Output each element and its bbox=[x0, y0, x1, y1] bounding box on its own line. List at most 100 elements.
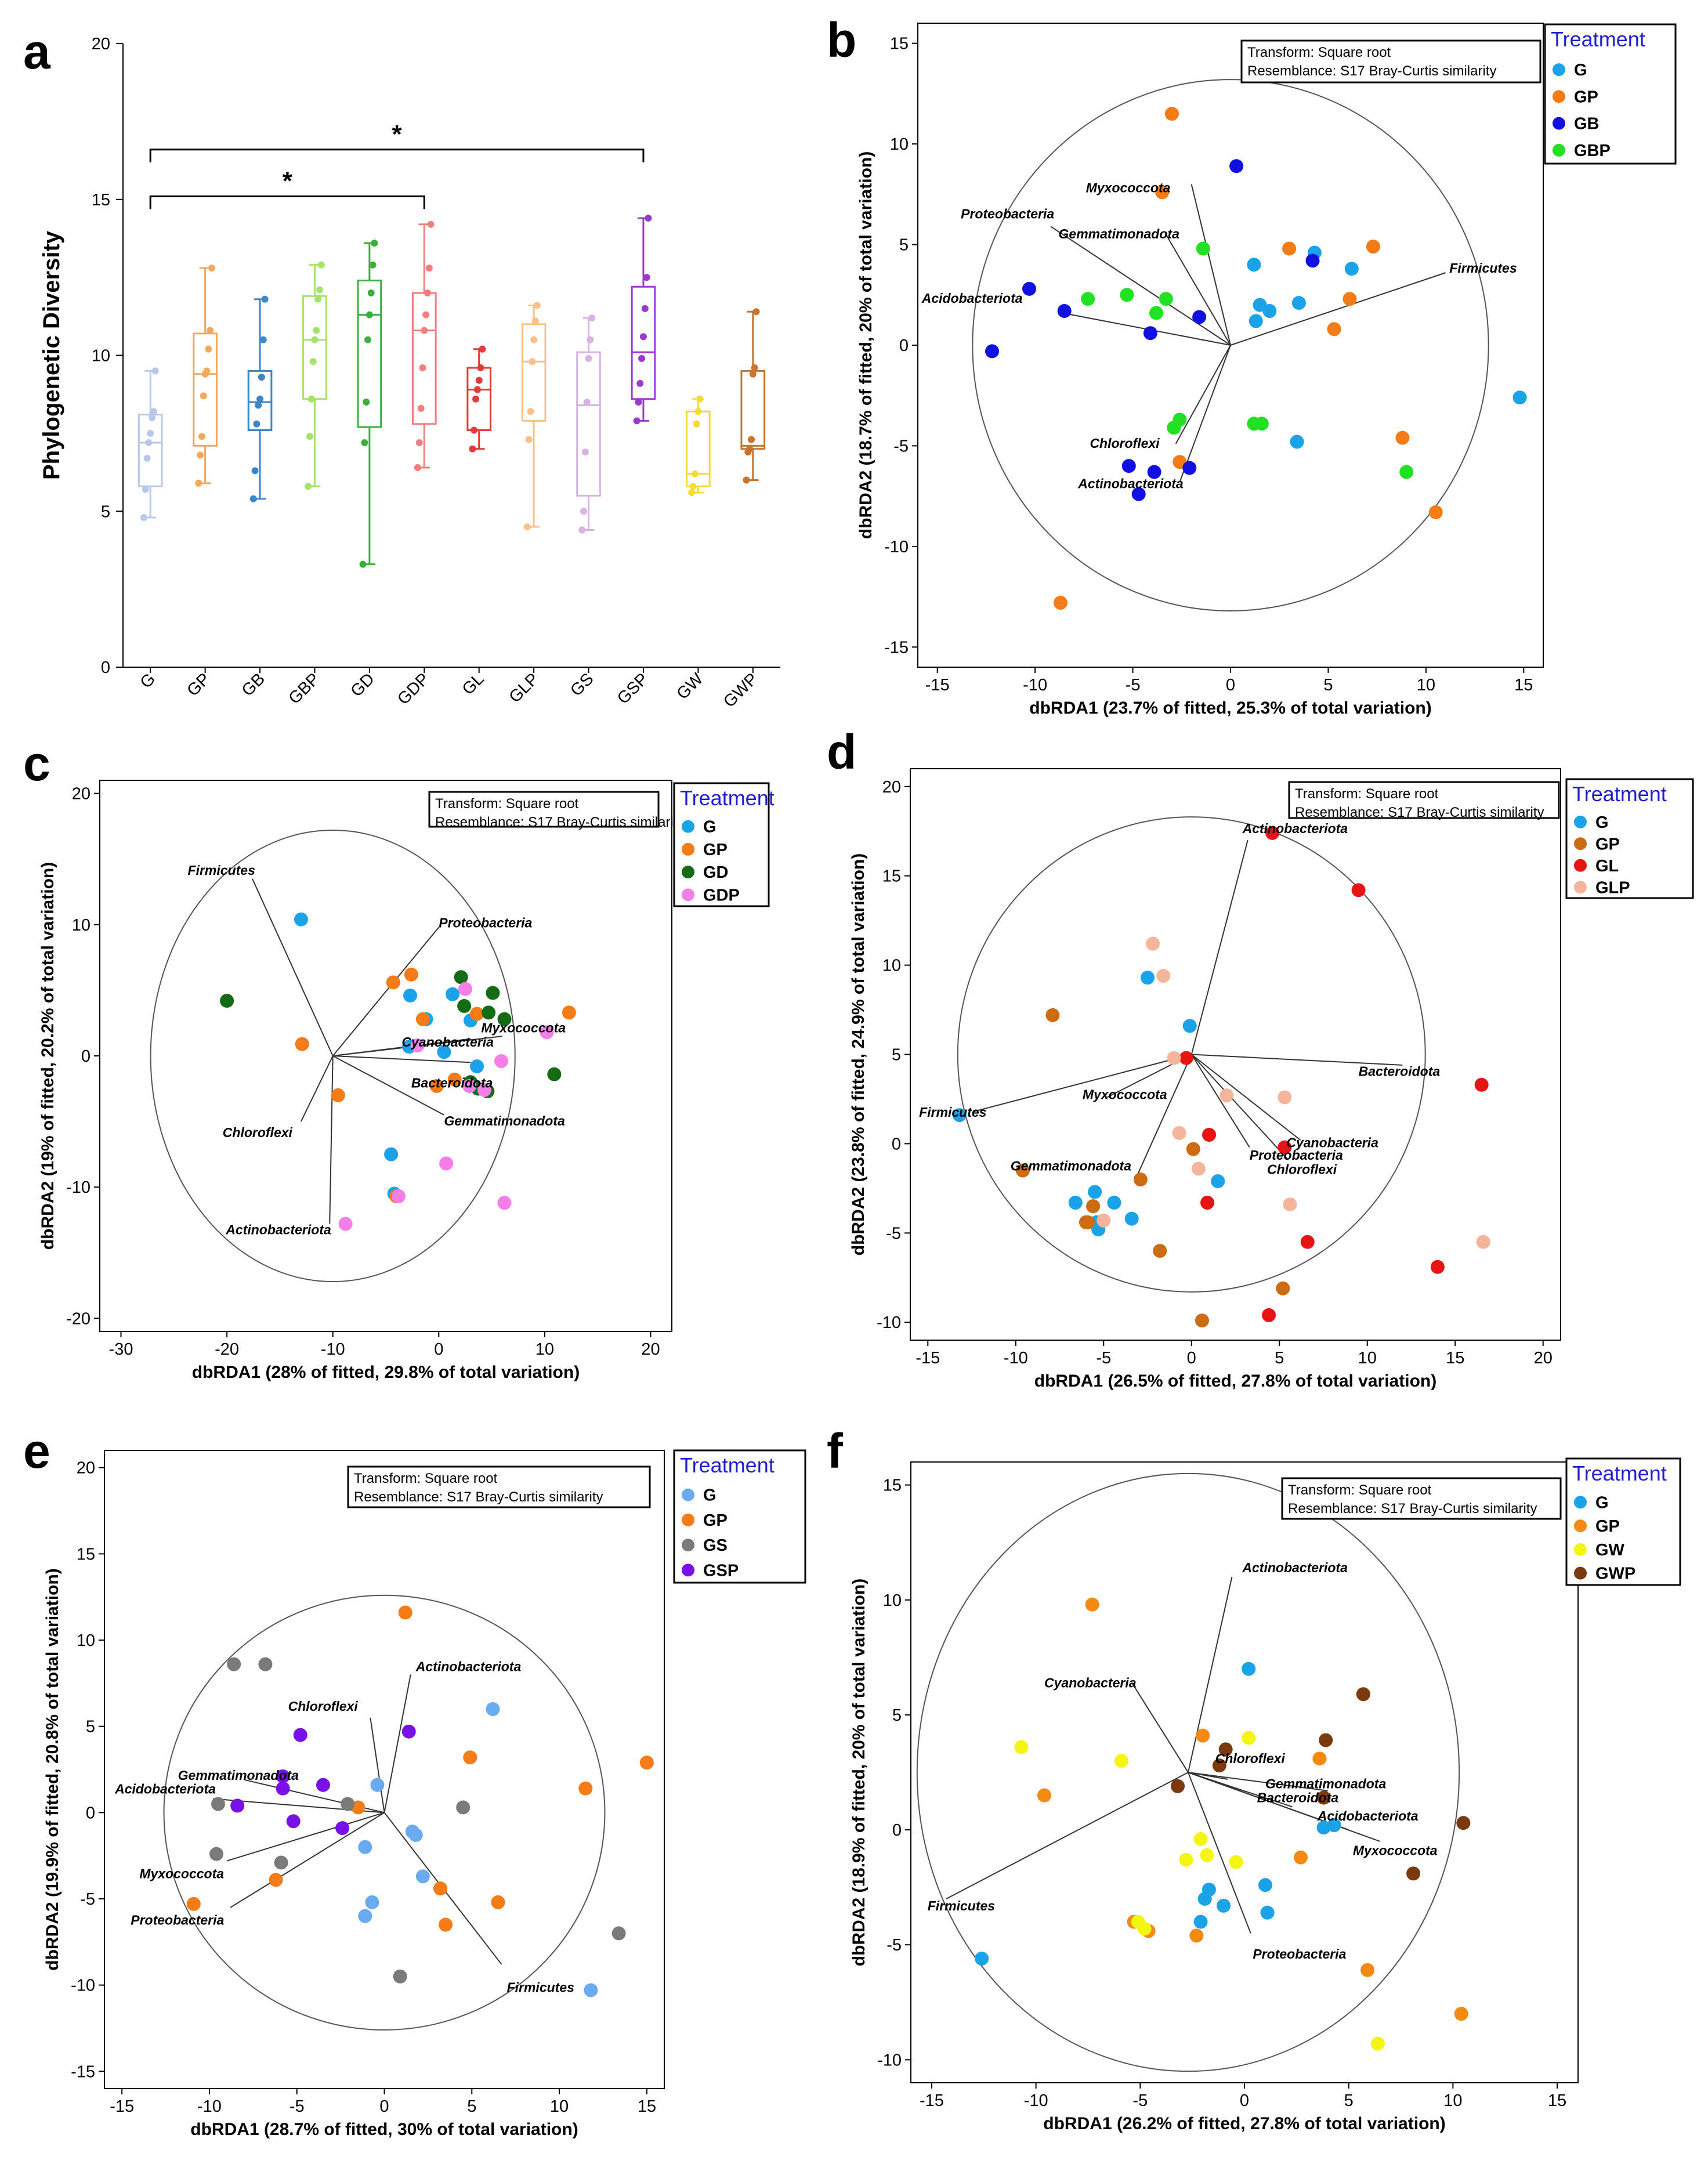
vector-label: Chloroflexi bbox=[1215, 1751, 1286, 1766]
y-tick-label: 20 bbox=[92, 35, 110, 53]
vector-label: Actinobacteriota bbox=[1077, 476, 1184, 491]
vector-line bbox=[329, 1055, 334, 1224]
data-point-GB bbox=[1182, 461, 1197, 475]
legend-title: Treatment bbox=[1572, 1461, 1667, 1485]
vector-label: Myxococcota bbox=[1086, 180, 1171, 195]
data-point-GBP bbox=[1196, 241, 1210, 256]
legend-label: GL bbox=[1595, 857, 1619, 875]
legend-marker-G bbox=[682, 820, 694, 833]
vector-label: Gemmatimonadota bbox=[444, 1113, 565, 1128]
vector-label: Cyanobacteria bbox=[1286, 1135, 1378, 1150]
data-point bbox=[415, 439, 423, 446]
legend-marker-G bbox=[1574, 1496, 1587, 1509]
legend-box bbox=[1544, 23, 1677, 165]
y-tick-label: 10 bbox=[77, 1631, 95, 1650]
data-point-GS bbox=[274, 1855, 288, 1870]
data-point bbox=[305, 483, 312, 490]
data-point bbox=[691, 470, 699, 477]
scatter-panel-c: -30 -20 -10 0 10 20 -20 -10 0 10 20 dbRDA1 (28% of … bbox=[38, 780, 775, 1382]
vector-line bbox=[1136, 1054, 1192, 1177]
data-point-GLP bbox=[1146, 936, 1160, 951]
data-point-GL bbox=[1278, 1140, 1292, 1155]
vector-line bbox=[946, 1772, 1189, 1899]
y-axis-title: dbRDA2 (18.9% of fitted, 20% of total va… bbox=[849, 1579, 869, 1966]
x-tick-label: 0 bbox=[434, 1340, 443, 1359]
y-axis-title: dbRDA2 (18.7% of fitted, 20% of total va… bbox=[856, 151, 875, 539]
data-point bbox=[477, 364, 484, 371]
data-point-GP bbox=[433, 1881, 447, 1896]
data-point-G bbox=[1197, 1891, 1212, 1906]
data-point-GP bbox=[1282, 241, 1297, 256]
data-point-GS bbox=[211, 1797, 226, 1811]
data-point-GP bbox=[1366, 240, 1380, 254]
vector-label: Chloroflexi bbox=[223, 1125, 293, 1140]
panel-letter-d: d bbox=[827, 725, 856, 779]
x-tick-label: -5 bbox=[1132, 2091, 1148, 2110]
data-point-GP bbox=[463, 1750, 477, 1765]
y-axis-title: dbRDA2 (19% of fitted, 20.2% of total va… bbox=[38, 862, 57, 1250]
data-point-GP bbox=[1037, 1788, 1051, 1803]
legend-label: G bbox=[1595, 813, 1609, 832]
data-point bbox=[361, 439, 368, 446]
data-point-GP bbox=[1294, 1850, 1308, 1865]
data-point-GLP bbox=[1283, 1197, 1297, 1212]
y-tick-label: -15 bbox=[71, 2062, 95, 2081]
y-tick-label: 20 bbox=[882, 778, 901, 797]
info-line: Transform: Square root bbox=[1247, 45, 1391, 60]
y-tick-label: 15 bbox=[883, 1476, 902, 1495]
vector-line bbox=[1050, 226, 1231, 346]
data-point-GP bbox=[491, 1895, 505, 1909]
panel-letter-f: f bbox=[827, 1424, 844, 1478]
data-point-GD bbox=[486, 986, 500, 1000]
data-point-GLP bbox=[1097, 1213, 1111, 1228]
data-point-G bbox=[1249, 314, 1263, 328]
data-point bbox=[367, 289, 375, 296]
x-tick-label: -10 bbox=[1023, 676, 1047, 694]
data-point-GW bbox=[1131, 1915, 1145, 1929]
y-tick-label: -5 bbox=[893, 437, 909, 455]
data-point bbox=[205, 345, 212, 353]
data-point-GSP bbox=[286, 1814, 301, 1829]
legend-label: GS bbox=[703, 1536, 728, 1555]
data-point-GDP bbox=[462, 1079, 477, 1094]
box-GP bbox=[193, 332, 218, 447]
info-line: Resemblance: S17 Bray-Curtis similarity bbox=[1295, 805, 1544, 820]
data-point-G bbox=[446, 987, 460, 1001]
correlation-circle bbox=[972, 79, 1489, 611]
legend-label: GW bbox=[1595, 1541, 1625, 1559]
vector-line bbox=[370, 1717, 385, 1813]
data-point bbox=[251, 467, 259, 475]
data-point bbox=[694, 408, 702, 415]
data-point-GP bbox=[1081, 1215, 1095, 1229]
data-point-GP bbox=[1085, 1597, 1099, 1612]
x-tick-label: -10 bbox=[1004, 1349, 1028, 1367]
y-tick-label: 0 bbox=[101, 658, 110, 677]
data-point bbox=[578, 526, 586, 534]
data-point-GSP bbox=[293, 1728, 307, 1742]
data-point-G bbox=[1141, 971, 1155, 985]
data-point-G bbox=[294, 912, 308, 927]
data-point-G bbox=[1193, 1915, 1208, 1929]
data-point bbox=[306, 433, 313, 440]
data-point-G bbox=[1217, 1898, 1231, 1913]
data-point-GP bbox=[269, 1873, 283, 1887]
data-point bbox=[307, 395, 315, 403]
data-point bbox=[363, 399, 370, 406]
vector-label: Bacteroidota bbox=[1257, 1790, 1339, 1805]
y-tick-label: -5 bbox=[80, 1890, 95, 1909]
data-point bbox=[696, 395, 704, 403]
vector-line bbox=[230, 1812, 385, 1908]
vector-label: Chloroflexi bbox=[1090, 436, 1160, 451]
y-tick-label: 20 bbox=[72, 785, 91, 804]
data-point bbox=[249, 495, 257, 502]
data-point-GP bbox=[1164, 107, 1179, 121]
x-tick-label: -15 bbox=[925, 676, 950, 694]
data-point-G bbox=[365, 1895, 379, 1909]
data-point bbox=[636, 379, 644, 387]
data-point-G bbox=[1124, 1211, 1139, 1226]
data-point-GP bbox=[1053, 596, 1068, 610]
data-point-G bbox=[1260, 1905, 1275, 1920]
vector-line bbox=[383, 1674, 411, 1813]
data-point bbox=[258, 374, 265, 381]
data-point-GBP bbox=[1399, 465, 1414, 479]
